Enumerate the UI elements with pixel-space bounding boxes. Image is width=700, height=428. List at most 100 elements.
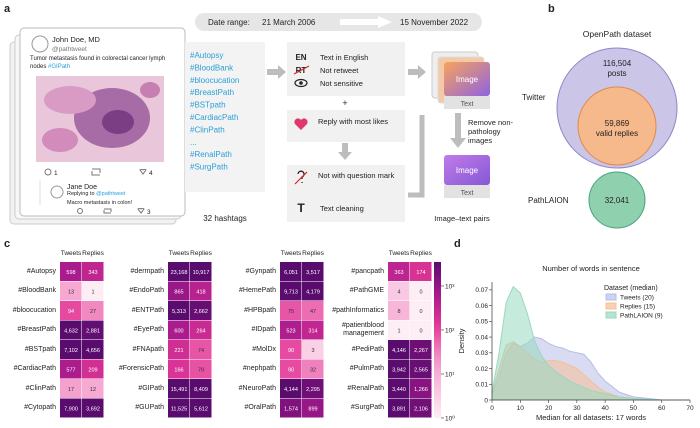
reply-count: 1 [54,170,58,177]
x-tick-label: 50 [630,405,638,412]
heatmap-cell [168,398,190,418]
cell-label: 12 [90,387,96,393]
cell-label: 27 [90,309,96,315]
y-tick-label: 0.01 [475,382,488,389]
row-label-text: #BSTpath [24,345,56,353]
icon [44,168,52,176]
hashtag: ... [190,138,197,147]
heatmap-cell [302,359,324,379]
cell-label: 1 [397,328,400,334]
cell-label: 79 [198,367,204,373]
cell-label: 418 [196,289,205,295]
row-label-text: #ClinPath [25,384,56,392]
output-label: Image–text pairs [434,214,490,223]
heatmap-cell [60,320,82,340]
strike [293,65,310,75]
set-label: Twitter [522,93,546,102]
heatmap-cell [190,359,212,379]
row-label: #bloocucation [0,301,56,321]
row-label: #BloodBank [0,282,56,302]
row-label: #PulmPath [326,360,384,380]
cell-label: 314 [308,328,317,334]
x-tick-label: 60 [658,405,666,412]
column-header: Replies [190,250,212,257]
row-label-text: #EndoPath [129,287,164,295]
density-line [491,285,690,401]
tweet-handle: @pathtweet [52,46,87,53]
x-tick-label: 10 [517,405,525,412]
hashtag: #BloodBank [190,63,234,72]
set-unit: valid replies [596,129,638,138]
arrow [408,65,426,79]
cell-label: 7,102 [64,348,78,354]
icon [77,208,83,214]
area-fill [492,286,690,400]
cell-label: 174 [416,270,425,276]
hashtag-count: 32 hashtags [203,214,247,223]
y-tick-label: 0 [484,397,488,404]
heatmap-cell [168,301,190,320]
cell-label: 0 [419,328,422,334]
heatmap-cell [82,262,104,281]
cell-label: 4,179 [306,289,320,295]
arrow [450,113,466,148]
like-count: 4 [149,170,153,177]
row-label-text: #MolDx [252,345,276,353]
cell-label: 600 [174,328,183,334]
hashtag: #SurgPath [190,163,228,172]
tissue [140,82,160,98]
row-label-text: #GUPath [135,404,164,412]
card-text-label: Text [461,190,474,197]
cell-label: 221 [174,348,183,354]
cell-label: 2,267 [414,348,428,354]
heatmap-cell [82,281,104,301]
filter-icon: EN [295,53,306,62]
row-label-text: #PulmPath [349,365,384,373]
heatmap-cell [168,379,190,398]
y-tick-label: 0.07 [475,287,488,294]
heatmap-cell [302,301,324,320]
filter-text: Not with question mark [318,171,395,180]
cell-label: 3,942 [392,367,406,373]
hashtag-box [185,42,265,192]
heatmap-cell [280,320,302,340]
filter-text: Remove non-pathology images [468,118,514,145]
row-label: #HPBpath [218,301,276,321]
row-label: #GIPath [106,379,164,399]
heatmap-cell [60,379,82,398]
row-label-text: #IDpath [251,326,276,334]
row-label-text: #dermpath [130,267,164,275]
cell-label: 4,144 [284,387,298,393]
x-tick-label: 40 [602,405,610,412]
row-label: #ClinPath [0,379,56,399]
heatmap-cell [410,359,432,379]
heatmap-cell [302,262,324,281]
cell-label: 166 [174,367,183,373]
cell-label: 1,574 [284,406,298,412]
card-image-label: Image [456,75,479,84]
heatmap-cell [82,359,104,379]
cell-label: 0 [419,289,422,295]
row-label: #Autopsy [0,262,56,282]
heatmap-cell [168,340,190,359]
cell-label: 17 [68,387,74,393]
legend-swatch [605,293,617,301]
cell-label: 2,662 [194,309,208,315]
row-label-text: #patientblood management [341,322,384,338]
icon [137,207,145,214]
text-card [444,96,490,109]
tissue [102,110,134,134]
icon [91,168,101,176]
cell-label: 5,313 [172,309,186,315]
row-label-text: #CardiacPath [13,365,56,373]
heatmap-cell [190,398,212,418]
row-label-text: #ForensicPath [118,365,164,373]
cell-label: 10,917 [193,270,210,276]
column-header: Tweets [169,250,190,257]
row-label-text: #EyePath [133,326,164,334]
row-label-text: #Gynpath [245,267,276,275]
row-label-text: #RenalPath [347,384,384,392]
row-label-text: #nephpath [242,365,276,373]
